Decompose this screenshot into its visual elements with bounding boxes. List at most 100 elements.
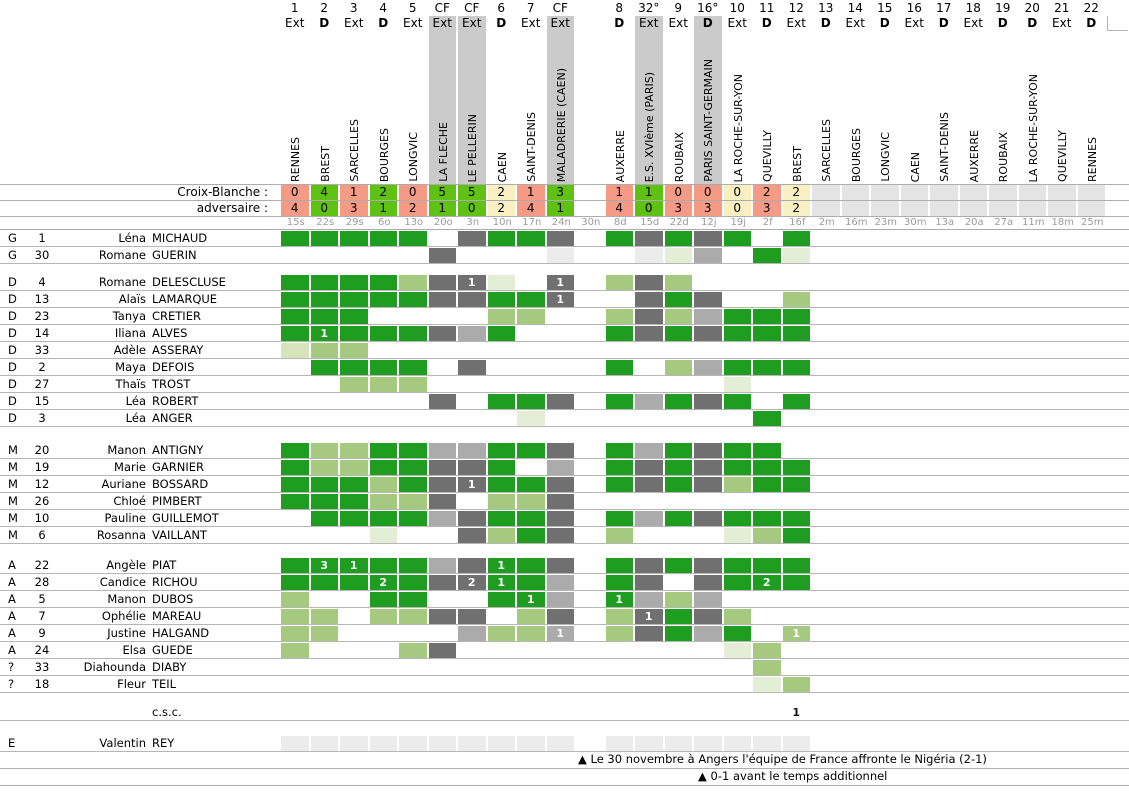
match-cell [310,494,340,509]
opponent-score-cell [871,201,901,216]
opponent-name: CAEN [908,151,922,182]
match-column-header: 14 Ext BOURGES [842,0,872,184]
match-cell [606,343,636,358]
match-cell [517,558,547,573]
date-cell: 16m [845,217,868,228]
match-cell [694,705,724,720]
match-cell [429,377,459,392]
opponent-score-cell: 1 [428,201,458,216]
participation-cells [281,643,1107,658]
match-cell [960,660,990,675]
match-cell [281,309,311,324]
match-cell [340,275,370,290]
match-cell [664,609,694,624]
match-cell [871,626,901,641]
position-label: D [8,411,17,425]
match-cell [487,477,517,492]
match-cell [930,275,960,290]
match-cell [517,528,547,543]
last-name: RICHOU [152,575,198,589]
shirt-number: 22 [34,558,50,572]
match-number: 19 [995,1,1011,15]
date-cell: 18m [1051,217,1074,228]
match-cell [369,460,399,475]
opponent-name: ROUBAIX [672,131,686,182]
match-cell [429,360,459,375]
player-identity: G 30 Romane GUERIN [0,248,281,263]
match-cell [724,677,754,692]
opponent-name: MALADRERIE (CAEN) [554,67,568,182]
participation-cells [281,528,1107,543]
match-cell [310,511,340,526]
match-cell [370,677,400,692]
match-number: 15 [877,1,893,15]
opponent-name: LA FLECHE [436,122,450,182]
opponent-name: E.S. XVIème (PARIS) [643,71,657,182]
match-cell [546,394,576,409]
player-row: ? 18 Fleur TEIL [0,676,1129,693]
match-cell [724,275,754,290]
match-cell [635,309,665,324]
match-cell [281,736,311,751]
match-cell [665,411,695,426]
date-cell: 19j [730,217,746,228]
match-cell [1019,575,1049,590]
match-cell [989,460,1019,475]
match-cell [399,660,429,675]
opponent-name: SARCELLES [348,119,362,182]
match-cell [576,660,606,675]
match-cell [1019,643,1049,658]
first-name: Angèle [106,558,146,572]
last-name: MAREAU [152,609,202,623]
match-cell [1078,705,1108,720]
match-cell [517,377,547,392]
match-cell [340,248,370,263]
position-label: D [8,377,17,391]
match-cell [1078,736,1108,751]
match-cell [517,477,547,492]
match-cell [1078,511,1108,526]
date-cells: 15s 22s 29s 6o 13o 20o 3n 10n 17n 24n 30n 8d 15d 22d 1… [281,217,1107,229]
match-cell [782,528,812,543]
date-cell: 8d [613,217,627,228]
match-cell [723,360,753,375]
venue-label: D [761,16,772,30]
first-name: Alaïs [118,292,146,306]
team-score-cell [1048,185,1078,200]
match-cell [635,592,665,607]
match-column-header: 22 D RENNES [1078,0,1108,184]
date-cell: 23m [874,217,897,228]
group-spacer [0,544,1129,557]
match-cell [871,231,901,246]
match-cell [664,292,694,307]
match-cell [989,660,1019,675]
match-cell [782,292,812,307]
match-cell [429,231,459,246]
match-cell [989,309,1019,324]
match-cell [1019,292,1049,307]
venue-label: Ext [963,16,983,30]
position-label: ? [8,677,15,691]
match-cell [310,360,340,375]
match-cell [369,360,399,375]
player-identity: M 20 Manon ANTIGNY [0,443,281,458]
match-number: 6 [497,1,506,15]
match-cell [930,626,960,641]
match-cell: 1 [340,558,370,573]
match-cell [399,626,429,641]
shirt-number: 20 [34,443,50,457]
date-cell: 30n [581,217,601,228]
match-cell [664,558,694,573]
team-score-cell: 5 [458,185,488,200]
match-cell [1019,511,1049,526]
match-cell [1048,609,1078,624]
match-cell [340,677,370,692]
match-cell [1078,677,1108,692]
match-cell [664,592,694,607]
match-cell [340,326,370,341]
opponent-name: BREST [318,146,332,182]
match-cell [960,705,990,720]
match-cell [576,626,606,641]
